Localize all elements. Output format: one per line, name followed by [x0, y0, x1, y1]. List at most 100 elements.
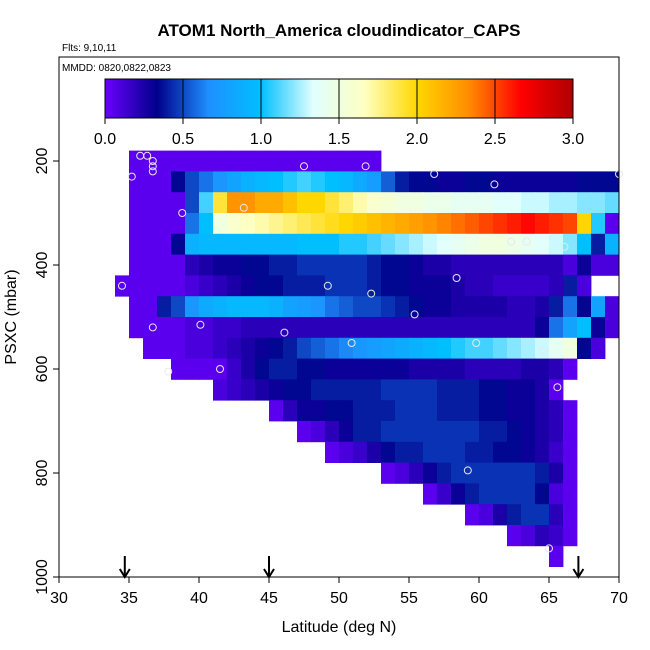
heatmap-cell	[521, 400, 536, 422]
heatmap-cell	[339, 337, 354, 359]
heatmap-cell	[423, 358, 438, 380]
heatmap-cell	[451, 337, 466, 359]
x-tick-label: 35	[120, 590, 138, 607]
colorbar-ticks: 0.0 0.5 1.0 1.5 2.0 2.5 3.0	[94, 79, 584, 148]
heatmap-cell	[437, 317, 452, 339]
heatmap-cell	[437, 337, 452, 359]
heatmap-cell	[549, 254, 564, 276]
heatmap-cell	[395, 171, 410, 193]
heatmap-cell	[549, 337, 564, 359]
heatmap-cell	[451, 317, 466, 339]
heatmap-cell	[213, 296, 228, 318]
heatmap-cell	[381, 462, 396, 484]
heatmap-cell	[367, 275, 382, 297]
heatmap-cell	[143, 317, 158, 339]
heatmap-cell	[311, 254, 326, 276]
sample-point	[118, 281, 126, 290]
heatmap-cell	[241, 358, 256, 380]
heatmap-cell	[549, 400, 564, 422]
heatmap-cell	[563, 171, 578, 193]
heatmap-cell	[381, 213, 396, 235]
heatmap-cell	[493, 192, 508, 214]
heatmap-cell	[157, 296, 172, 318]
heatmap-cell	[507, 504, 522, 526]
colorbar-tick-label: 1.0	[250, 131, 272, 148]
heatmap-cell	[185, 337, 200, 359]
heatmap-cell	[563, 421, 578, 443]
sample-point	[560, 242, 569, 251]
heatmap-cell	[325, 358, 340, 380]
heatmap-cell	[367, 358, 382, 380]
heatmap-cell	[493, 379, 508, 401]
sample-point	[522, 237, 531, 246]
heatmap-cell	[297, 379, 312, 401]
heatmap-cell	[521, 441, 536, 463]
heatmap-cell	[549, 275, 564, 297]
heatmap-cell	[521, 525, 536, 547]
heatmap-cell	[479, 192, 494, 214]
heatmap-cell	[269, 150, 284, 172]
heatmap-cell	[227, 379, 242, 401]
heatmap-cell	[325, 441, 340, 463]
heatmap-cell	[549, 421, 564, 443]
heatmap-cell	[409, 213, 424, 235]
heatmap-cell	[479, 233, 494, 255]
heatmap-cell	[367, 233, 382, 255]
heatmap-cell	[479, 317, 494, 339]
heatmap-cell	[255, 379, 270, 401]
sample-point	[472, 339, 481, 347]
heatmap-cell	[493, 400, 508, 422]
heatmap-cell	[353, 441, 368, 463]
heatmap-cell	[381, 441, 396, 463]
heatmap-cell	[423, 337, 438, 359]
heatmap-cell	[325, 254, 340, 276]
heatmap-cell	[577, 296, 592, 318]
heatmap-cell	[507, 337, 522, 359]
heatmap-cell	[465, 192, 480, 214]
heatmap-cell	[353, 213, 368, 235]
heatmap-cell	[423, 483, 438, 505]
heatmap-cell	[353, 275, 368, 297]
heatmap-cell	[325, 317, 340, 339]
y-tick-label: 200	[34, 148, 51, 175]
heatmap-cell	[325, 337, 340, 359]
heatmap-cells	[115, 150, 620, 567]
heatmap-cell	[199, 171, 214, 193]
heatmap-cell	[199, 358, 214, 380]
heatmap-cell	[591, 192, 606, 214]
heatmap-cell	[297, 171, 312, 193]
heatmap-cell	[437, 296, 452, 318]
heatmap-cell	[227, 192, 242, 214]
heatmap-cell	[199, 337, 214, 359]
y-axis: 200 400 600 800 1000	[34, 148, 59, 595]
heatmap-cell	[185, 192, 200, 214]
heatmap-cell	[227, 358, 242, 380]
heatmap-cell	[381, 296, 396, 318]
heatmap-cell	[255, 337, 270, 359]
heatmap-cell	[311, 275, 326, 297]
heatmap-cell	[367, 171, 382, 193]
heatmap-cell	[507, 421, 522, 443]
heatmap-cell	[339, 421, 354, 443]
heatmap-cell	[213, 213, 228, 235]
heatmap-cell	[381, 421, 396, 443]
heatmap-cell	[465, 421, 480, 443]
heatmap-cell	[409, 275, 424, 297]
heatmap-cell	[409, 379, 424, 401]
heatmap-cell	[591, 317, 606, 339]
heatmap-cell	[591, 337, 606, 359]
heatmap-cell	[129, 233, 144, 255]
heatmap-cell	[479, 171, 494, 193]
heatmap-cell	[255, 254, 270, 276]
heatmap-cell	[353, 171, 368, 193]
heatmap-cell	[171, 296, 186, 318]
heatmap-cell	[269, 171, 284, 193]
heatmap-cell	[311, 150, 326, 172]
sample-point	[148, 167, 157, 176]
heatmap-cell	[577, 233, 592, 255]
heatmap-cell	[367, 441, 382, 463]
heatmap-cell	[213, 192, 228, 214]
colorbar-tick-label: 0.5	[172, 131, 194, 148]
heatmap-cell	[409, 462, 424, 484]
heatmap-cell	[493, 275, 508, 297]
